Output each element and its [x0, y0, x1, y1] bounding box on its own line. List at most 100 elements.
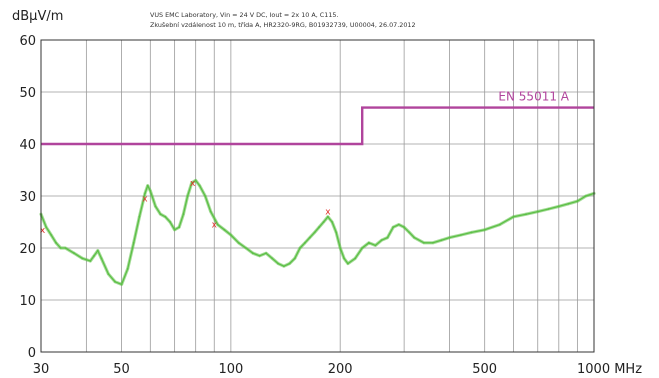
measurement-series	[39, 178, 596, 286]
data-point	[576, 200, 579, 203]
data-point	[557, 205, 560, 208]
data-point	[138, 215, 141, 218]
data-point	[50, 234, 53, 236]
data-point	[585, 195, 587, 197]
data-point	[408, 231, 411, 234]
x-tick-label: 30	[33, 362, 50, 377]
data-point	[204, 195, 207, 197]
data-point	[198, 184, 201, 187]
data-point	[59, 247, 62, 249]
data-point	[164, 215, 167, 218]
data-point	[190, 182, 193, 184]
data-point	[432, 241, 434, 244]
data-point	[304, 241, 306, 244]
x-tick-label: 50	[113, 362, 130, 377]
data-point	[223, 228, 226, 231]
data-point	[216, 223, 219, 226]
data-point	[45, 226, 48, 229]
data-point	[89, 260, 92, 262]
data-point	[258, 254, 261, 257]
data-point	[386, 236, 389, 239]
peak-marker: x	[212, 221, 218, 231]
limit-line-label: EN 55011 A	[498, 90, 569, 104]
y-tick-label: 30	[19, 190, 36, 205]
data-point	[483, 228, 486, 231]
y-tick-label: 40	[19, 138, 36, 153]
data-point	[114, 280, 116, 283]
data-point	[470, 231, 473, 234]
y-tick-label: 60	[19, 34, 36, 49]
data-point	[154, 205, 157, 208]
header-line-1: VUS EMC Laboratory, Vin = 24 V DC, Iout …	[150, 11, 339, 19]
data-point	[283, 265, 285, 268]
data-point	[159, 213, 162, 216]
peak-marker: x	[190, 179, 196, 189]
data-point	[81, 257, 84, 260]
data-point	[318, 226, 320, 229]
data-point	[132, 241, 135, 244]
data-point	[448, 236, 451, 239]
x-tick-label: 200	[328, 362, 353, 377]
data-point	[288, 262, 291, 265]
y-tick-label: 20	[19, 242, 36, 257]
data-point	[277, 262, 280, 265]
data-point	[331, 221, 333, 223]
data-point	[93, 254, 95, 257]
data-point	[230, 234, 232, 236]
x-tick-label: 1000 MHz	[577, 362, 642, 377]
y-axis-unit-label: dBμV/m	[12, 9, 64, 24]
data-point	[347, 262, 349, 265]
data-point	[380, 239, 383, 242]
data-point	[460, 234, 462, 236]
header-line-2: Zkušební vzdálenost 10 m, třída A, HR232…	[150, 21, 416, 29]
data-point	[361, 247, 364, 249]
data-point	[173, 228, 176, 231]
data-point	[73, 252, 75, 255]
data-point	[335, 231, 338, 234]
data-point	[194, 179, 197, 182]
data-point	[525, 213, 527, 216]
data-point	[293, 257, 296, 260]
y-tick-label: 10	[19, 294, 36, 309]
data-point	[107, 273, 110, 275]
peak-marker: x	[142, 195, 148, 205]
limit-line-path	[41, 106, 594, 146]
data-point	[237, 241, 240, 244]
data-point	[126, 267, 129, 270]
data-point	[182, 213, 185, 216]
peak-marker: x	[325, 208, 331, 218]
data-point	[413, 236, 416, 239]
data-point	[392, 226, 395, 229]
limit-line: EN 55011 A	[41, 90, 594, 146]
data-point	[178, 226, 181, 229]
data-point	[186, 195, 189, 197]
data-point	[354, 257, 357, 260]
data-point	[144, 192, 146, 195]
data-point	[313, 231, 316, 234]
data-point	[512, 215, 515, 218]
y-axis-labels: 0 10 20 30 40 50 60	[19, 34, 36, 361]
peak-markers: x x x x x	[40, 179, 331, 236]
data-point	[440, 239, 443, 242]
data-point	[536, 210, 539, 213]
grid	[41, 40, 594, 352]
data-point	[299, 247, 301, 249]
plot-frame	[40, 39, 595, 353]
data-point	[271, 257, 274, 260]
data-point	[209, 210, 212, 213]
peak-marker: x	[40, 226, 46, 236]
y-tick-label: 0	[28, 346, 36, 361]
data-point	[343, 257, 345, 260]
data-point	[322, 221, 325, 223]
data-point	[252, 252, 254, 255]
data-point	[120, 283, 123, 286]
data-point	[149, 189, 152, 192]
data-point	[308, 236, 311, 239]
data-point	[96, 249, 99, 252]
x-tick-label: 500	[472, 362, 497, 377]
data-point	[397, 223, 400, 226]
data-point	[423, 241, 425, 244]
data-point	[146, 184, 149, 187]
data-point	[368, 241, 370, 244]
